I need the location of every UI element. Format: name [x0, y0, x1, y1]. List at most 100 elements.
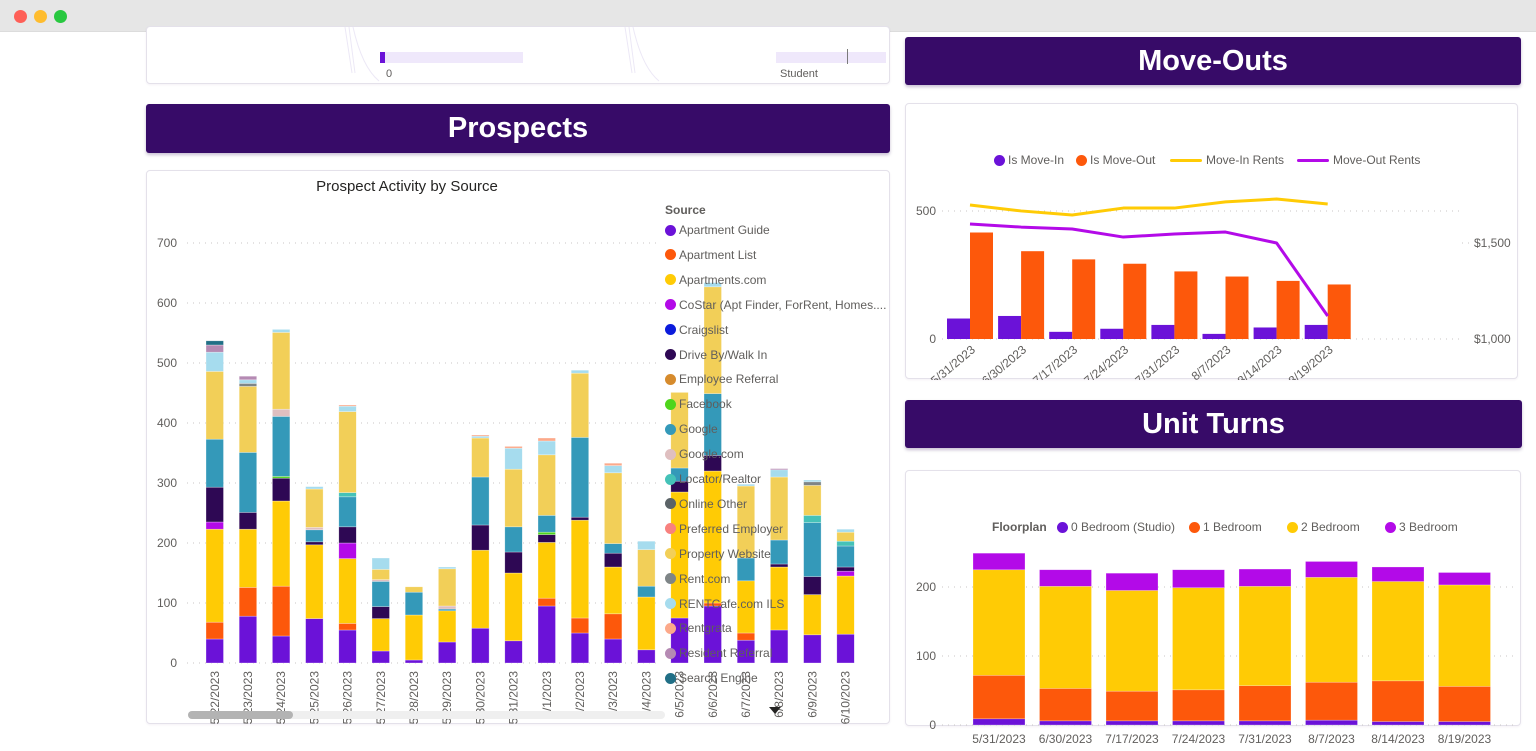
- unit-turns-bar-segment-2-bedroom[interactable]: [972, 569, 1026, 676]
- unit-turns-bar-segment-0-bedroom-studio[interactable]: [1371, 721, 1425, 726]
- move-outs-bar-is-move-out[interactable]: [1276, 280, 1300, 339]
- prospect-bar-segment-apartments-com[interactable]: [471, 549, 490, 629]
- prospect-bar-segment-apartment-list[interactable]: [570, 617, 590, 634]
- move-outs-bar-is-move-in[interactable]: [1253, 327, 1277, 339]
- prospect-bar-segment-apartment-list[interactable]: [537, 597, 556, 607]
- prospect-legend-item-locator-realtor[interactable]: Locator/Realtor: [665, 472, 761, 486]
- unit-turns-bar-segment-2-bedroom[interactable]: [1371, 581, 1425, 682]
- prospect-bar-segment-apartment-guide[interactable]: [770, 629, 789, 664]
- prospect-bar-segment-apartment-guide[interactable]: [537, 605, 556, 664]
- unit-turns-bar-segment-3-bedroom[interactable]: [972, 552, 1026, 571]
- prospect-bar-segment-apartments-com[interactable]: [371, 618, 390, 652]
- prospect-bar-segment-costar-apt-finder-forrent-homes[interactable]: [205, 521, 224, 530]
- prospect-bar-segment-apartment-guide[interactable]: [438, 641, 457, 664]
- prospect-bar-segment-drive-by-walk-in[interactable]: [770, 563, 789, 568]
- prospect-legend-item-rent-com[interactable]: Rent.com: [665, 572, 730, 586]
- prospect-bar-segment-drive-by-walk-in[interactable]: [272, 477, 291, 502]
- prospect-bar-segment-property-website[interactable]: [272, 332, 291, 410]
- unit-turns-bar-segment-2-bedroom[interactable]: [1105, 590, 1159, 692]
- prospect-bar-segment-apartment-list[interactable]: [736, 632, 756, 641]
- prospect-bar-segment-drive-by-walk-in[interactable]: [604, 552, 623, 568]
- unit-turns-bar-segment-0-bedroom-studio[interactable]: [1105, 720, 1159, 726]
- prospect-legend-item-preferred-employer[interactable]: Preferred Employer: [665, 522, 783, 536]
- prospect-bar-segment-rentcafe-com-ils[interactable]: [438, 566, 457, 570]
- prospect-bar-segment-rentgrata[interactable]: [504, 446, 523, 449]
- prospect-bar-segment-resident-referral[interactable]: [205, 344, 224, 353]
- prospect-legend-item-search-engine[interactable]: Search Engine: [665, 671, 758, 685]
- prospect-bar-segment-facebook[interactable]: [537, 531, 556, 535]
- prospect-bar-segment-google[interactable]: [305, 529, 324, 543]
- prospect-bar-segment-google[interactable]: [637, 585, 656, 598]
- move-outs-bar-is-move-out[interactable]: [1123, 263, 1147, 339]
- prospect-bar-segment-property-website[interactable]: [836, 531, 855, 542]
- prospect-scrollbar-thumb[interactable]: [188, 711, 293, 719]
- prospect-bar-segment-google[interactable]: [537, 515, 556, 533]
- prospect-legend-item-property-website[interactable]: Property Website: [665, 547, 771, 561]
- prospect-bar-segment-apartment-guide[interactable]: [471, 627, 490, 664]
- prospect-bar-segment-property-website[interactable]: [371, 569, 390, 580]
- prospect-legend-item-rentgrata[interactable]: Rentgrata: [665, 621, 732, 635]
- move-outs-legend-item-move-in-rents[interactable]: Move-In Rents: [1170, 153, 1284, 167]
- move-outs-bar-is-move-out[interactable]: [970, 232, 993, 339]
- prospect-bar-segment-drive-by-walk-in[interactable]: [205, 486, 224, 523]
- unit-turns-bar-segment-0-bedroom-studio[interactable]: [1039, 720, 1092, 726]
- unit-turns-bar-segment-2-bedroom[interactable]: [1172, 587, 1225, 691]
- unit-turns-bar-segment-0-bedroom-studio[interactable]: [1438, 721, 1491, 726]
- prospect-bar-segment-costar-apt-finder-forrent-homes[interactable]: [836, 570, 855, 577]
- prospect-bar-segment-rentcafe-com-ils[interactable]: [736, 483, 756, 487]
- prospect-legend-item-resident-referral[interactable]: Resident Referral: [665, 646, 772, 660]
- unit-turns-bar-segment-1-bedroom[interactable]: [972, 675, 1026, 720]
- prospect-legend-item-facebook[interactable]: Facebook: [665, 397, 732, 411]
- unit-turns-bar-segment-1-bedroom[interactable]: [1438, 686, 1491, 722]
- move-outs-bar-is-move-out[interactable]: [1072, 259, 1096, 339]
- prospect-bar-segment-locator-realtor[interactable]: [338, 492, 357, 498]
- prospect-bar-segment-apartment-list[interactable]: [604, 613, 623, 640]
- move-outs-bar-is-move-in[interactable]: [1049, 331, 1073, 339]
- prospect-bar-segment-google-com[interactable]: [272, 408, 291, 417]
- prospect-bar-segment-property-website[interactable]: [537, 454, 556, 516]
- unit-turns-bar-segment-0-bedroom-studio[interactable]: [1172, 720, 1225, 726]
- unit-turns-bar-segment-0-bedroom-studio[interactable]: [1305, 719, 1358, 726]
- unit-turns-bar-segment-1-bedroom[interactable]: [1105, 690, 1159, 722]
- prospect-bar-segment-rentcafe-com-ils[interactable]: [836, 528, 855, 533]
- prospect-bar-segment-costar-apt-finder-forrent-homes[interactable]: [338, 542, 357, 559]
- move-outs-line-move-out-rents[interactable]: [969, 222, 1329, 317]
- prospect-bar-segment-rentcafe-com-ils[interactable]: [537, 440, 556, 456]
- unit-turns-bar-segment-3-bedroom[interactable]: [1105, 572, 1159, 591]
- move-outs-bar-is-move-out[interactable]: [1225, 276, 1249, 339]
- prospect-bar-segment-apartment-guide[interactable]: [836, 633, 855, 664]
- prospect-bar-segment-apartments-com[interactable]: [604, 566, 623, 615]
- prospect-bar-segment-apartment-guide[interactable]: [371, 650, 390, 664]
- move-outs-bar-is-move-in[interactable]: [1100, 328, 1124, 339]
- prospect-bar-segment-rentcafe-com-ils[interactable]: [703, 282, 722, 288]
- prospect-bar-segment-drive-by-walk-in[interactable]: [570, 516, 590, 521]
- prospect-bar-segment-rentcafe-com-ils[interactable]: [305, 486, 324, 490]
- prospect-bar-segment-drive-by-walk-in[interactable]: [305, 541, 324, 546]
- prospect-bar-segment-drive-by-walk-in[interactable]: [836, 566, 855, 572]
- prospect-bar-segment-google[interactable]: [770, 539, 789, 565]
- prospect-bar-segment-drive-by-walk-in[interactable]: [537, 534, 556, 543]
- prospect-bar-segment-apartment-guide[interactable]: [272, 635, 291, 664]
- move-outs-legend-item-is-move-in[interactable]: Is Move-In: [994, 153, 1064, 167]
- prospect-bar-segment-locator-realtor[interactable]: [803, 515, 822, 523]
- unit-turns-bar-segment-2-bedroom[interactable]: [1238, 586, 1292, 686]
- move-outs-bar-is-move-in[interactable]: [998, 315, 1022, 339]
- prospect-bar-segment-google[interactable]: [371, 581, 390, 607]
- prospect-bar-segment-google[interactable]: [836, 545, 855, 568]
- prospect-bar-segment-apartment-guide[interactable]: [803, 634, 822, 664]
- unit-turns-bar-segment-2-bedroom[interactable]: [1039, 586, 1092, 689]
- unit-turns-legend-item-0-bedroom-studio[interactable]: 0 Bedroom (Studio): [1057, 520, 1175, 534]
- minimize-window-button[interactable]: [34, 10, 47, 23]
- prospect-bar-segment-property-website[interactable]: [338, 411, 357, 493]
- prospect-bar-segment-search-engine[interactable]: [205, 340, 224, 346]
- move-outs-bar-is-move-out[interactable]: [1327, 284, 1351, 339]
- prospect-bar-segment-apartment-guide[interactable]: [404, 659, 424, 664]
- prospect-bar-segment-rentcafe-com-ils[interactable]: [570, 369, 590, 374]
- move-outs-bar-is-move-in[interactable]: [947, 318, 970, 339]
- move-outs-bar-is-move-in[interactable]: [1202, 333, 1226, 339]
- move-outs-line-move-in-rents[interactable]: [969, 197, 1328, 217]
- prospect-bar-segment-rentcafe-com-ils[interactable]: [338, 405, 357, 412]
- unit-turns-bar-segment-2-bedroom[interactable]: [1305, 577, 1358, 683]
- unit-turns-bar-segment-3-bedroom[interactable]: [1438, 572, 1491, 586]
- prospect-bar-segment-apartment-list[interactable]: [205, 621, 224, 640]
